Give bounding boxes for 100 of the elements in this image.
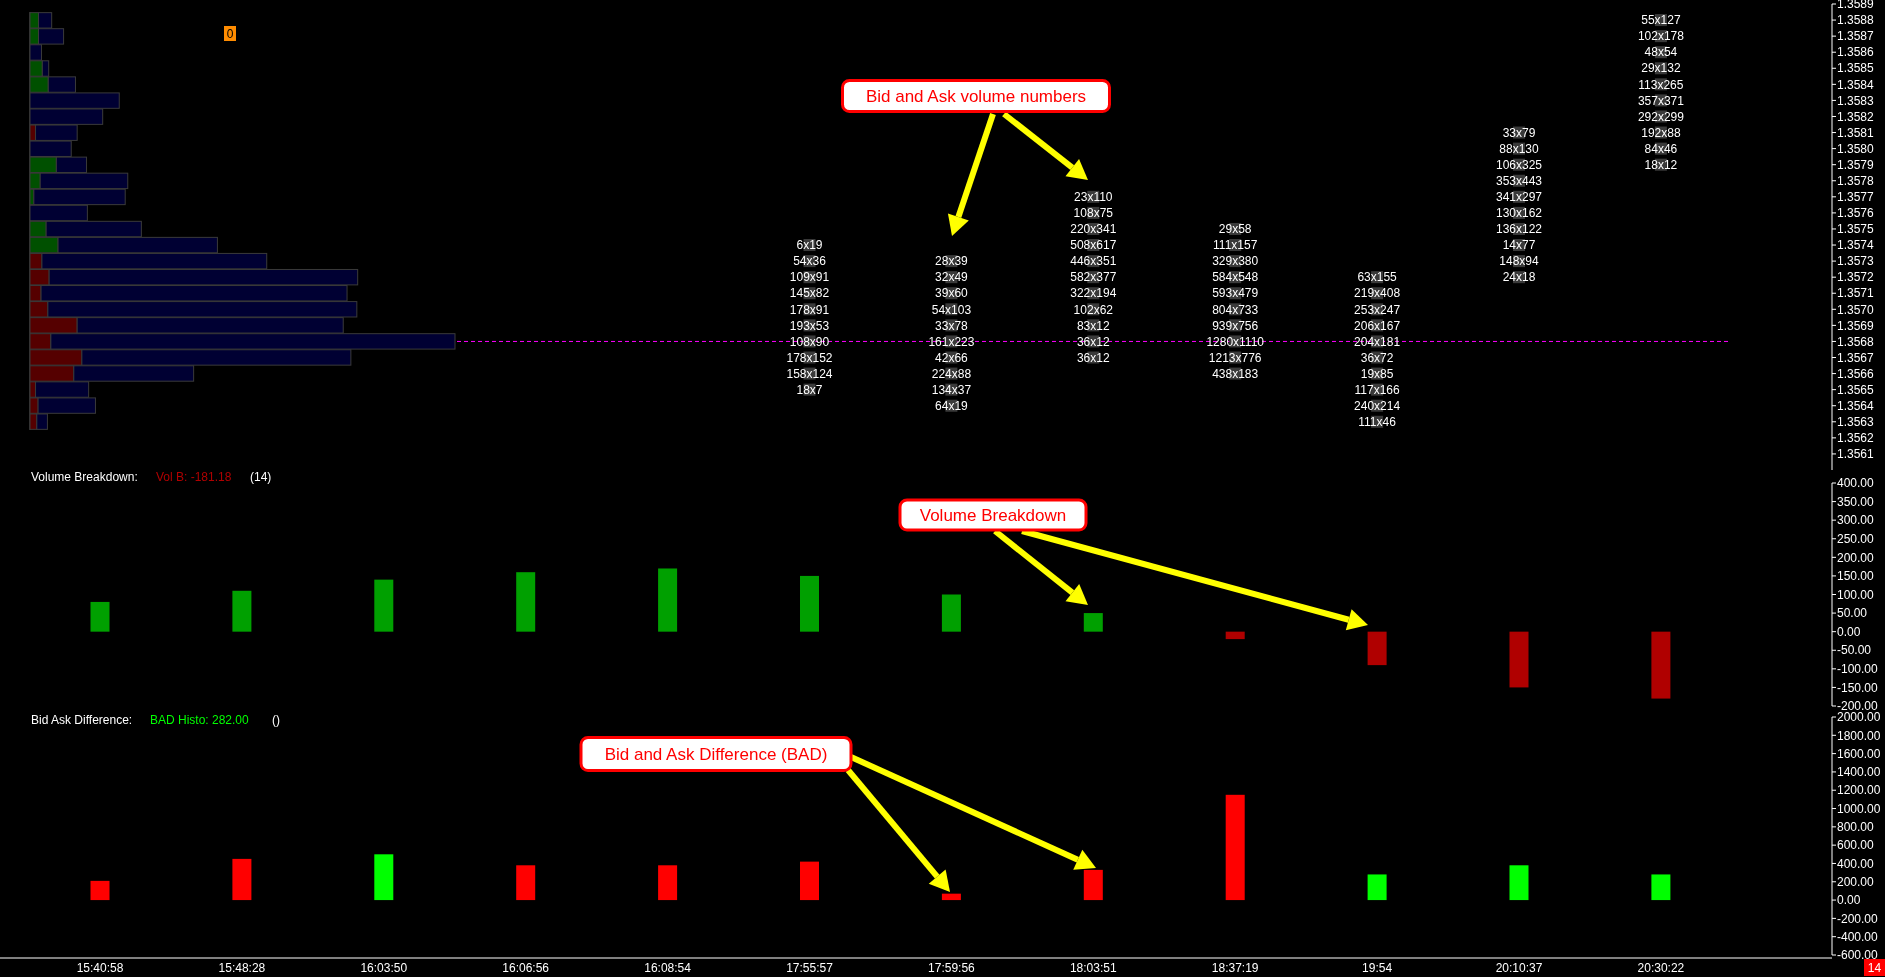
x-tick-label: 20:30:22 [1637, 961, 1685, 975]
y-tick-label: 1.3583 [1837, 93, 1875, 108]
y-tick-label: 1.3575 [1837, 222, 1875, 237]
data-label: 508x617 [1070, 238, 1117, 253]
data-label: 108x90 [789, 334, 830, 349]
data-label: 322x194 [1070, 286, 1117, 301]
data-label: 33x79 [1502, 125, 1536, 140]
data-label: 161x223 [928, 334, 975, 349]
x-tick-label: 16:06:56 [502, 961, 550, 975]
annotation: Bid and Ask volume numbers [865, 86, 1087, 106]
y-tick-label: 1.3588 [1837, 13, 1875, 28]
y-tick-label: 50.00 [1837, 606, 1868, 621]
data-label: 158x124 [786, 366, 833, 381]
y-tick-label: 1.3582 [1837, 109, 1875, 124]
data-label: 54x36 [793, 254, 827, 269]
annotation: (14) [250, 470, 272, 485]
y-tick-label: 350.00 [1837, 494, 1875, 509]
y-tick-label: 1800.00 [1837, 728, 1881, 743]
y-tick-label: 1.3569 [1837, 318, 1875, 333]
y-tick-label: 1.3566 [1837, 366, 1875, 381]
data-label: 292x299 [1637, 109, 1685, 124]
y-tick-label: 1.3580 [1837, 141, 1875, 156]
y-tick-label: 400.00 [1837, 476, 1875, 491]
data-label: 84x46 [1644, 141, 1678, 156]
y-tick-label: 1.3578 [1837, 173, 1875, 188]
x-tick-label: 18:03:51 [1069, 961, 1117, 975]
bar [374, 854, 394, 901]
x-tick-label: 17:59:56 [928, 961, 976, 975]
data-label: 136x122 [1495, 222, 1543, 237]
data-label: 23x110 [1074, 190, 1113, 205]
y-tick-label: 1.3573 [1837, 254, 1875, 269]
bar [1651, 631, 1671, 699]
data-label: 1280x1110 [1206, 334, 1265, 349]
y-tick-label: 1600.00 [1837, 746, 1881, 761]
bar [658, 865, 678, 901]
y-tick-label: 600.00 [1837, 838, 1875, 853]
y-tick-label: 1.3567 [1837, 350, 1875, 365]
data-label: 83x12 [1076, 318, 1110, 333]
data-label: 134x37 [931, 382, 972, 397]
x-tick-label: 18:37:19 [1211, 961, 1259, 975]
data-label: 148x94 [1499, 254, 1540, 269]
data-label: 102x62 [1073, 302, 1114, 317]
data-label: 220x341 [1070, 222, 1117, 237]
x-tick-label: 20:10:37 [1495, 961, 1543, 975]
data-label: 29x58 [1218, 222, 1252, 237]
data-label: 204x181 [1354, 334, 1401, 349]
data-label: 88x130 [1499, 141, 1540, 156]
y-tick-label: 0.00 [1837, 893, 1861, 908]
data-label: 24x18 [1502, 270, 1536, 285]
data-label: 18x12 [1644, 157, 1678, 172]
data-label: 192x88 [1641, 125, 1681, 140]
data-label: 193x53 [789, 318, 830, 333]
y-tick-label: 1.3581 [1837, 125, 1875, 140]
data-label: 224x88 [931, 366, 972, 381]
y-tick-label: 100.00 [1837, 587, 1875, 602]
data-label: 446x351 [1070, 254, 1117, 269]
y-tick-label: 800.00 [1837, 820, 1875, 835]
bar [1651, 874, 1671, 901]
y-tick-label: 1.3572 [1837, 270, 1875, 285]
x-tick-label: 17:55:57 [786, 961, 834, 975]
data-label: 145x82 [789, 286, 830, 301]
y-tick-label: -400.00 [1837, 929, 1879, 944]
bar [1367, 874, 1387, 901]
annotation: 0 [226, 26, 234, 41]
bar [800, 575, 819, 632]
y-tick-label: 1.3563 [1837, 414, 1875, 429]
data-label: 939x756 [1212, 318, 1259, 333]
data-label: 33x78 [935, 318, 969, 333]
x-tick-label: 15:40:58 [76, 961, 124, 975]
data-label: 55x127 [1641, 13, 1681, 28]
annotation: Bid and Ask Difference (BAD) [604, 744, 828, 764]
y-tick-label: -200.00 [1837, 911, 1879, 926]
y-tick-label: 2000.00 [1837, 710, 1881, 725]
data-label: 240x214 [1354, 398, 1401, 413]
y-tick-label: 250.00 [1837, 531, 1875, 546]
data-label: 253x247 [1354, 302, 1401, 317]
bar [232, 858, 252, 901]
bar [1367, 631, 1387, 666]
y-tick-label: 1.3584 [1837, 77, 1875, 92]
chart-title: Volume Breakdown: [31, 470, 138, 485]
annotation: Vol B: -181.18 [156, 470, 232, 485]
bar [1225, 794, 1245, 901]
data-label: 804x733 [1212, 302, 1259, 317]
data-label: 48x54 [1644, 45, 1678, 60]
data-label: 206x167 [1354, 318, 1401, 333]
data-label: 111x157 [1213, 238, 1258, 253]
y-tick-label: 1000.00 [1837, 801, 1881, 816]
bar [1083, 613, 1103, 632]
text: 14 [1867, 960, 1882, 975]
data-label: 42x66 [935, 350, 969, 365]
bar [516, 865, 536, 901]
y-tick-label: 1.3562 [1837, 431, 1875, 446]
data-label: 54x103 [931, 302, 972, 317]
data-label: 64x19 [935, 398, 969, 413]
x-tick-label: 19:54 [1362, 961, 1393, 975]
data-label: 29x132 [1641, 61, 1681, 76]
data-label: 36x12 [1076, 334, 1110, 349]
y-tick-label: 1200.00 [1837, 783, 1881, 798]
annotation: Volume Breakdown [919, 505, 1067, 525]
y-tick-label: 1.3577 [1837, 190, 1875, 205]
